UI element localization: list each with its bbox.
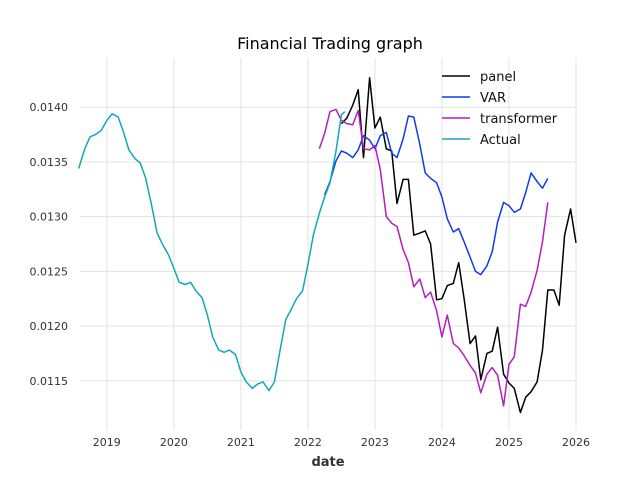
legend-label-actual: Actual: [480, 133, 521, 148]
x-tick-label: 2025: [495, 436, 523, 449]
y-tick-label: 0.0125: [30, 265, 69, 278]
x-axis-label: date: [311, 455, 344, 470]
y-axis-ticks: 0.0115 0.0120 0.0125 0.0130 0.0135 0.0140: [30, 101, 69, 388]
legend-label-transformer: transformer: [480, 112, 558, 127]
legend-label-panel: panel: [480, 70, 516, 85]
series-line-actual: [77, 111, 346, 392]
x-tick-label: 2023: [361, 436, 389, 449]
x-axis-ticks: 2019 2020 2021 2022 2023 2024 2025 2026: [93, 436, 590, 449]
x-tick-label: 2019: [93, 436, 121, 449]
x-tick-label: 2026: [562, 436, 590, 449]
chart-series: [77, 76, 577, 414]
y-tick-label: 0.0135: [30, 156, 69, 169]
x-tick-label: 2022: [294, 436, 322, 449]
y-tick-label: 0.0120: [30, 320, 69, 333]
series-line-panel: [340, 76, 577, 414]
x-tick-label: 2024: [428, 436, 456, 449]
y-tick-label: 0.0115: [30, 375, 69, 388]
x-tick-label: 2021: [227, 436, 255, 449]
x-tick-label: 2020: [160, 436, 188, 449]
y-tick-label: 0.0130: [30, 211, 69, 224]
chart-title: Financial Trading graph: [237, 34, 423, 53]
chart-grid: [80, 58, 577, 430]
y-tick-label: 0.0140: [30, 101, 69, 114]
chart-legend: panel VAR transformer Actual: [442, 70, 558, 148]
series-line-transformer: [318, 108, 549, 407]
legend-label-var: VAR: [480, 91, 506, 106]
